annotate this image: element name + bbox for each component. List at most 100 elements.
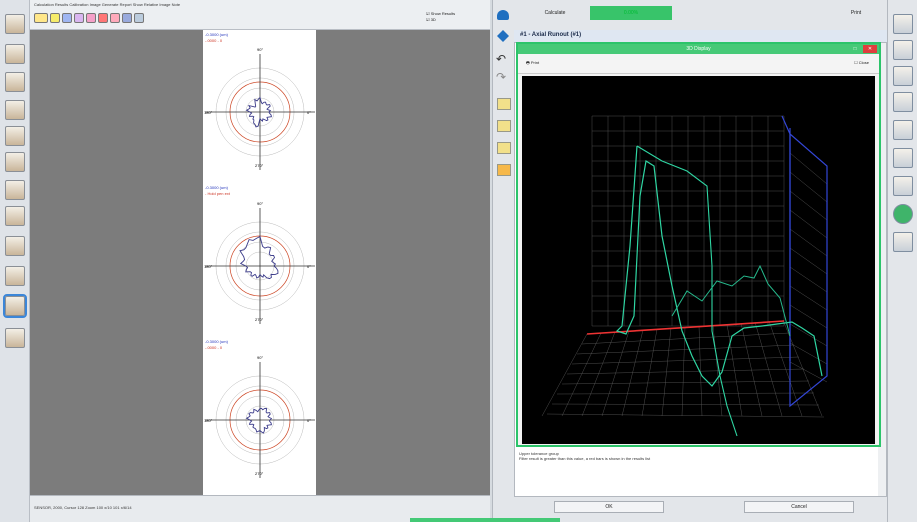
dialog-print-button[interactable]: 🖶 Print: [526, 60, 540, 65]
grid-line: [789, 304, 828, 329]
right-tool-icon-7[interactable]: [893, 176, 913, 196]
tool-icon-1[interactable]: [5, 14, 25, 34]
redo-icon[interactable]: ↷: [496, 70, 507, 84]
pen-icon[interactable]: [86, 13, 96, 23]
tool-icon-10[interactable]: [5, 266, 25, 286]
tool-icon-9[interactable]: [5, 236, 25, 256]
grid-line: [789, 171, 828, 203]
red-axis: [586, 320, 785, 335]
right-tool-icon-9[interactable]: [893, 232, 913, 252]
3d-checkbox[interactable]: ☑ 3D: [426, 17, 436, 22]
tool-icon-3[interactable]: [5, 72, 25, 92]
right-tool-icon-5[interactable]: [893, 120, 913, 140]
grid-line: [789, 152, 828, 185]
grid-line: [789, 228, 828, 257]
edit-icon[interactable]: [497, 98, 511, 110]
ok-button[interactable]: OK: [554, 501, 664, 513]
paste-icon[interactable]: [497, 142, 511, 154]
grid-line: [712, 324, 723, 417]
select-icon[interactable]: [134, 13, 144, 23]
plot1-deg-bottom: 270°: [255, 163, 264, 168]
plot2-deg-left: 180°: [204, 264, 213, 269]
status-text: SENSOR, 2000, Cursor 128 Zoom 100 x/10 1…: [34, 505, 132, 510]
horizontal-scrollbar[interactable]: [410, 518, 560, 522]
notes-area: Upper tolerance group Filter result is g…: [516, 449, 881, 469]
mid-toolbar: ↶ ↷: [492, 0, 514, 522]
grid-line: [789, 361, 828, 383]
polar-plots: -0.3000 (um) -.0000 - 0 -0.3000 (um) - H…: [204, 32, 315, 478]
calculate-button[interactable]: Calculate: [544, 10, 566, 16]
grid-line: [561, 332, 602, 417]
marker-icon[interactable]: [98, 13, 108, 23]
results-scrollbar[interactable]: [878, 43, 886, 496]
3d-display-dialog: 3D Display □ ✕ 🖶 Print ☐ Close: [516, 42, 881, 447]
grid-line: [601, 330, 630, 417]
result-title: #1 - Axial Runout (#1): [514, 30, 887, 42]
grid-line: [789, 342, 828, 365]
print-button[interactable]: Print: [850, 10, 862, 16]
tool-icon-8[interactable]: [5, 206, 25, 226]
plot1-legend1: -0.3000 (um): [205, 32, 229, 37]
plot1-legend2: -.0000 - 0: [205, 38, 223, 43]
grid-line: [782, 319, 823, 417]
layers-icon[interactable]: [62, 13, 72, 23]
grid-line: [768, 320, 803, 417]
tool-icon-2[interactable]: [5, 44, 25, 64]
grid-line: [566, 368, 805, 375]
polar-plot-panel: -0.3000 (um) -.0000 - 0 -0.3000 (um) - H…: [203, 30, 316, 495]
dialog-close-button[interactable]: ☐ Close: [854, 60, 869, 65]
right-tool-icon-4[interactable]: [893, 92, 913, 112]
stop-icon[interactable]: [74, 13, 84, 23]
top-toolbar: Calculation Results Calibration Image Ge…: [30, 0, 490, 30]
tool-icon-12[interactable]: [5, 328, 25, 348]
plot1-deg-left: 180°: [204, 110, 213, 115]
grid-line: [726, 323, 743, 417]
navigate-icon[interactable]: [497, 30, 509, 42]
trace-3: [671, 264, 791, 337]
measured-profile: [239, 235, 279, 280]
plot2-deg-top: 90°: [257, 201, 263, 206]
zoom-button[interactable]: [34, 13, 48, 23]
tool-icon-7[interactable]: [5, 180, 25, 200]
tool-icon-4[interactable]: [5, 100, 25, 120]
grid-icon[interactable]: [122, 13, 132, 23]
grid-line: [641, 328, 658, 417]
plot3-legend2: -.0000 - 0: [205, 345, 223, 350]
grid-line: [789, 190, 828, 221]
right-tool-icon-2[interactable]: [893, 40, 913, 60]
right-tool-icon-3[interactable]: [893, 66, 913, 86]
measured-profile: [245, 407, 273, 434]
tool-icon-5[interactable]: [5, 126, 25, 146]
cancel-button[interactable]: Cancel: [744, 501, 854, 513]
left-toolbar: [0, 0, 30, 522]
right-toolbar: [887, 0, 917, 522]
right-tool-icon-6[interactable]: [893, 148, 913, 168]
3d-plot: [541, 115, 828, 437]
plot1-deg-right: 0°: [307, 110, 311, 115]
cursor-icon[interactable]: [497, 10, 509, 20]
right-tool-icon-8[interactable]: [893, 204, 913, 224]
right-tool-icon-1[interactable]: [893, 14, 913, 34]
copy-icon[interactable]: [497, 120, 511, 132]
grid-line: [541, 333, 588, 417]
grid-line: [581, 331, 616, 417]
dialog-title: 3D Display: [518, 44, 879, 54]
brush-icon[interactable]: [110, 13, 120, 23]
maximize-icon[interactable]: □: [853, 46, 857, 52]
undo-icon[interactable]: ↶: [496, 52, 507, 66]
trace-1: [615, 145, 823, 387]
grid-line: [754, 321, 783, 417]
plot1-deg-top: 90°: [257, 47, 263, 52]
plot2-deg-right: 0°: [307, 264, 311, 269]
show-results-checkbox[interactable]: ☑ Show Results: [426, 11, 456, 16]
tool-icon-6[interactable]: [5, 152, 25, 172]
grid-line: [789, 266, 828, 293]
export-icon[interactable]: [497, 164, 511, 176]
tool-icon-selected[interactable]: [3, 294, 27, 318]
play-icon[interactable]: [50, 13, 60, 23]
plot2-deg-bottom: 270°: [255, 317, 264, 322]
status-bar: SENSOR, 2000, Cursor 128 Zoom 100 x/10 1…: [30, 495, 490, 522]
menu-row[interactable]: Calculation Results Calibration Image Ge…: [34, 2, 181, 7]
3d-canvas[interactable]: [522, 76, 875, 444]
close-icon[interactable]: ✕: [863, 45, 877, 53]
